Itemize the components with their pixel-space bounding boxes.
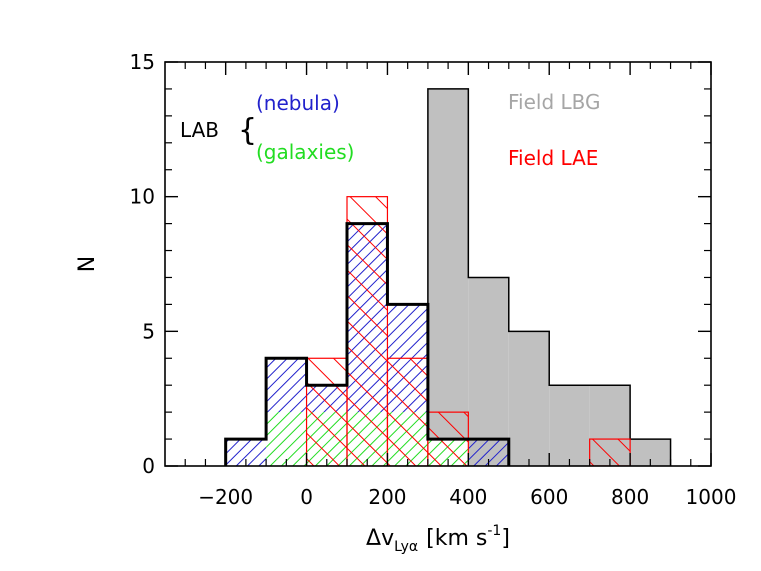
lbg-bar-500 bbox=[508, 331, 550, 466]
lae-bar-100 bbox=[346, 196, 389, 466]
y-tick-label-0: 0 bbox=[142, 454, 155, 478]
nebula-outline bbox=[224, 222, 511, 466]
x-tick-label-600: 600 bbox=[530, 485, 568, 509]
x-tick-label-200: 200 bbox=[368, 485, 406, 509]
galaxies-bar--100 bbox=[266, 412, 307, 466]
plot-frame bbox=[164, 61, 712, 467]
x-tick-label-200: −200 bbox=[198, 485, 253, 509]
lae-bar-200 bbox=[386, 357, 429, 466]
legend-field-lbg: Field LBG bbox=[508, 90, 601, 114]
x-tick-label-1000: 1000 bbox=[686, 485, 737, 509]
legend-nebula: (nebula) bbox=[256, 91, 340, 115]
x-axis-title-close: ] bbox=[501, 526, 510, 551]
legend-lab-label: LAB bbox=[180, 118, 219, 142]
x-axis-title-units: [km s bbox=[426, 526, 487, 551]
lbg-bar-400 bbox=[468, 277, 509, 466]
tick-marks bbox=[165, 61, 712, 467]
y-tick-label-10: 10 bbox=[130, 185, 155, 209]
lae-bar-0 bbox=[305, 357, 348, 466]
legend-field-lae: Field LAE bbox=[508, 146, 598, 170]
x-tick-label-800: 800 bbox=[611, 485, 649, 509]
y-tick-labels: 0 5 10 15 bbox=[130, 50, 155, 478]
legend-galaxies: (galaxies) bbox=[256, 140, 355, 164]
y-tick-label-15: 15 bbox=[130, 50, 155, 74]
y-tick-label-5: 5 bbox=[142, 319, 155, 343]
x-axis-title: ΔvLyα [km s-1] bbox=[366, 523, 510, 555]
x-axis-title-main: Δv bbox=[366, 526, 394, 551]
x-axis-title-exp: -1 bbox=[487, 523, 501, 539]
lbg-bar-600 bbox=[549, 385, 590, 466]
series-layer bbox=[224, 88, 672, 466]
x-tick-labels: −200 0 200 400 600 800 1000 bbox=[198, 485, 736, 509]
x-tick-label-400: 400 bbox=[449, 485, 487, 509]
y-axis-title: N bbox=[75, 256, 100, 272]
legend-brace: { bbox=[238, 113, 257, 148]
lbg-bar-300 bbox=[427, 88, 469, 466]
x-axis-title-sub: Lyα bbox=[394, 539, 418, 555]
x-tick-label-0: 0 bbox=[300, 485, 313, 509]
axes-frame bbox=[164, 61, 712, 467]
legend: LAB { (nebula) (galaxies) Field LBG Fiel… bbox=[180, 90, 601, 170]
